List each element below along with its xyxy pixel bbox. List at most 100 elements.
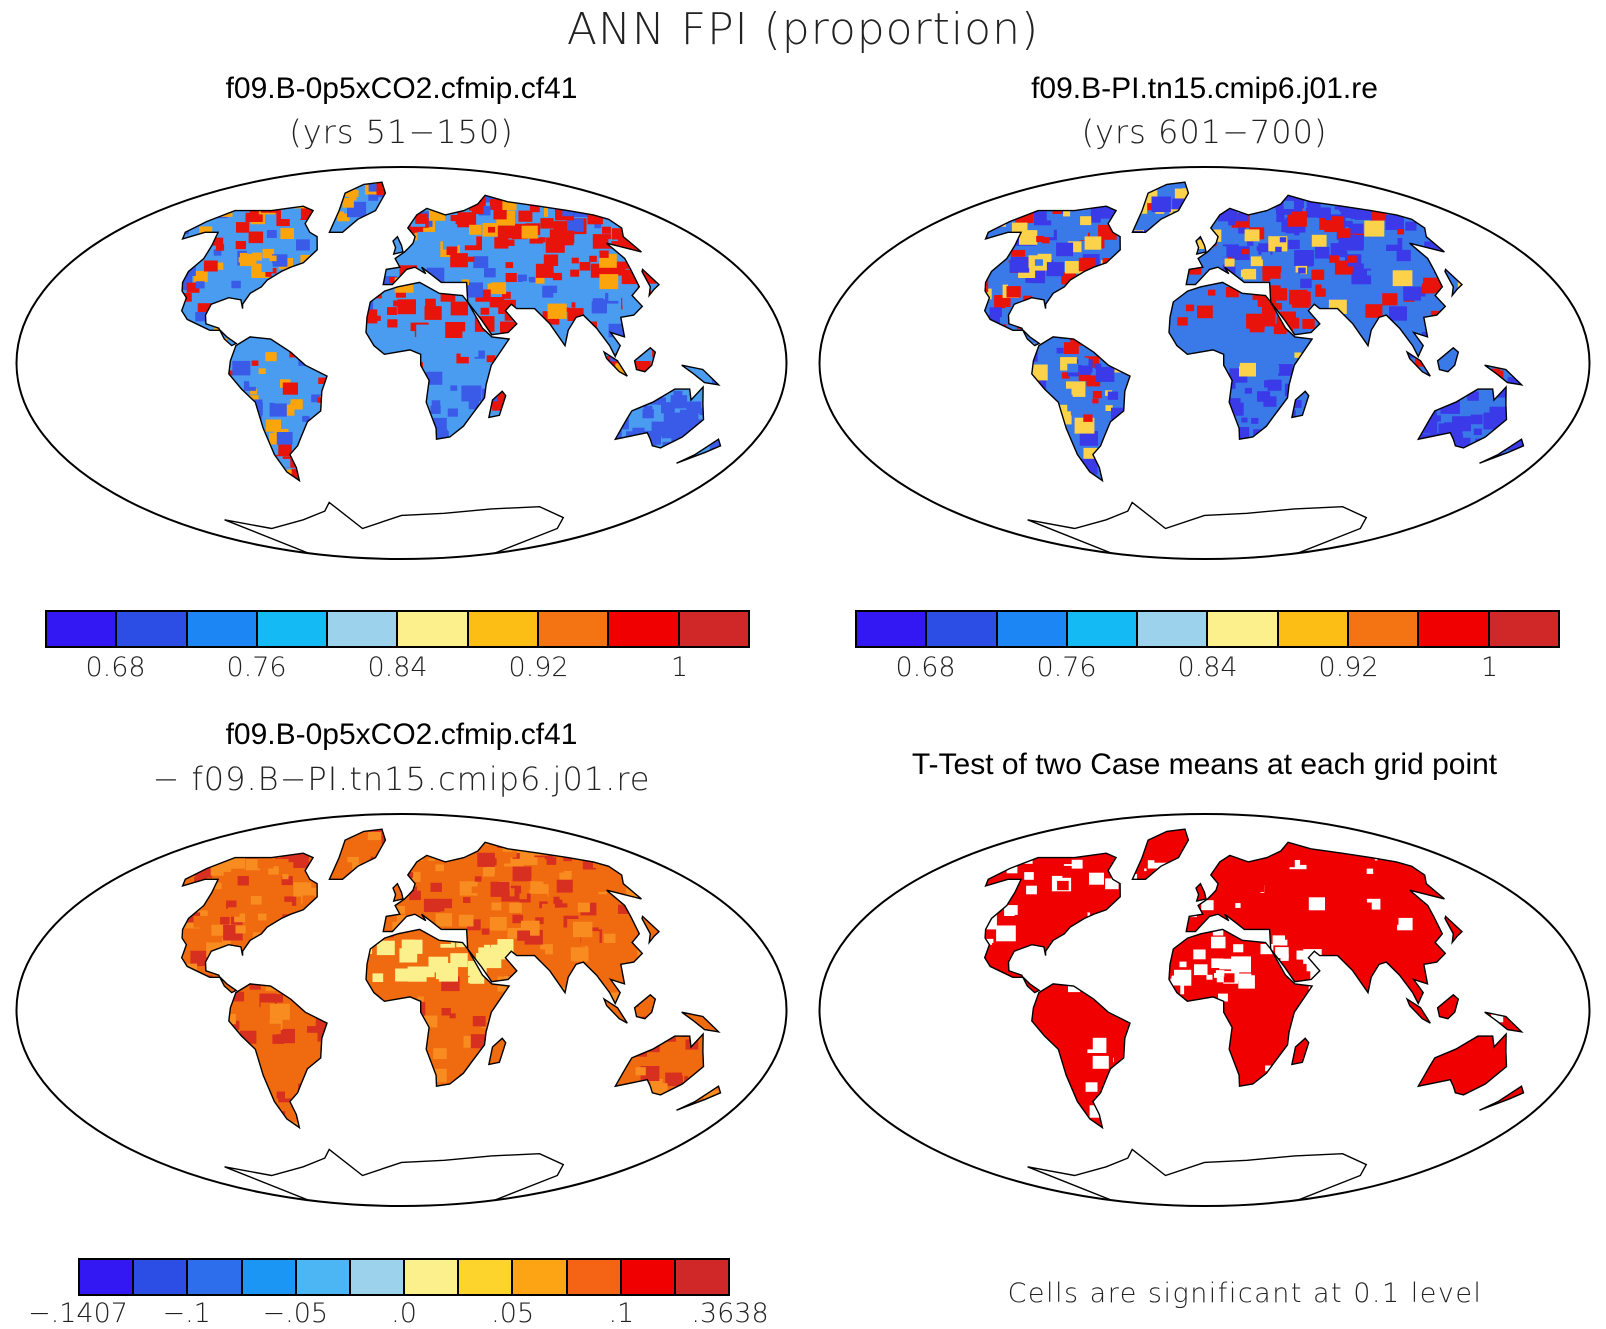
coastline-greenland xyxy=(328,828,387,880)
coastline-antarctica xyxy=(224,1148,565,1206)
colorbar-swatch xyxy=(567,1260,622,1294)
significance-note: Cells are significant at 0.1 level xyxy=(1007,1278,1483,1309)
colorbar-swatch xyxy=(459,1260,514,1294)
coastline-eurasia xyxy=(382,194,644,359)
coastline-africa xyxy=(1168,281,1314,441)
coastline-madagascar xyxy=(488,1037,507,1066)
coastline-australia xyxy=(1416,1032,1508,1096)
map-frame xyxy=(15,813,788,1207)
coastline-madagascar xyxy=(488,390,507,419)
colorbar-tick-label: 1 xyxy=(670,652,689,683)
coastline-newguinea xyxy=(1484,1011,1524,1033)
colorbar-swatch xyxy=(257,612,329,646)
panel-2-title: f09.B-PI.tn15.cmip6.j01.re xyxy=(1031,72,1378,105)
colorbar-tick-label: 0.92 xyxy=(508,652,569,683)
colorbar-swatch xyxy=(328,612,399,646)
coastline-sumatra xyxy=(602,997,628,1024)
coastline-borneo xyxy=(1436,346,1460,373)
colorbar-tick-label: 0.76 xyxy=(1036,652,1097,683)
coastline-japan xyxy=(641,268,661,298)
panel-2-subtitle: (yrs 601−700) xyxy=(1081,113,1328,151)
coastline-japan xyxy=(1444,915,1464,945)
coastline-nz xyxy=(676,438,722,464)
panel-2-map xyxy=(818,166,1591,560)
coastline-nz xyxy=(1479,438,1525,464)
colorbar-swatch xyxy=(1419,612,1490,646)
colorbar-swatch xyxy=(1208,612,1279,646)
colorbar-swatch xyxy=(621,1260,676,1294)
colorbar-tick-label: .1 xyxy=(608,1298,635,1329)
colorbar-tick-label: 0.76 xyxy=(226,652,287,683)
coastline-antarctica xyxy=(1027,1148,1368,1206)
coastlines xyxy=(983,181,1525,559)
colorbar-swatch xyxy=(513,1260,568,1294)
colorbar-tick-label: 1 xyxy=(1480,652,1499,683)
colorbar-tick-label: 0.68 xyxy=(85,652,146,683)
coastline-antarctica xyxy=(1027,501,1368,559)
colorbar-swatch xyxy=(609,612,680,646)
coastline-borneo xyxy=(1436,993,1460,1020)
colorbar-tick-label: −.05 xyxy=(262,1298,329,1329)
coastlines xyxy=(180,828,722,1206)
colorbar-swatch xyxy=(679,612,748,646)
colorbar-tick-label: .05 xyxy=(491,1298,535,1329)
coastline-africa xyxy=(365,281,511,441)
colorbar-tick-label: 0.84 xyxy=(367,652,428,683)
coastline-antarctica xyxy=(224,501,565,559)
coastline-uk xyxy=(392,235,404,256)
ocean-background xyxy=(16,167,787,559)
colorbar-tick-label: −.1 xyxy=(162,1298,211,1329)
colorbar-difference-ticks: −.1407 −.1 −.05 .0 .05 .1 .3638 xyxy=(28,1298,769,1329)
colorbar-swatch xyxy=(80,1260,135,1294)
coastline-africa xyxy=(365,928,511,1088)
coastline-nz xyxy=(1479,1085,1525,1111)
panel-1-title: f09.B-0p5xCO2.cfmip.cf41 xyxy=(225,72,578,105)
coastline-madagascar xyxy=(1291,1037,1310,1066)
coastline-australia xyxy=(613,1032,705,1096)
colorbar-difference xyxy=(78,1258,730,1296)
colorbar-swatch xyxy=(47,612,118,646)
colorbar-swatch xyxy=(350,1260,406,1294)
ocean-background xyxy=(16,814,787,1206)
coastline-eurasia xyxy=(1185,841,1447,1006)
colorbar-swatch xyxy=(242,1260,297,1294)
coastline-greenland xyxy=(1131,828,1190,880)
coastline-nz xyxy=(676,1085,722,1111)
colorbar-ref-case xyxy=(855,610,1560,648)
colorbar-tick-label: .3638 xyxy=(691,1298,769,1329)
panel-4-title: T-Test of two Case means at each grid po… xyxy=(911,748,1498,781)
map-frame xyxy=(818,166,1591,560)
colorbar-tick-label: .0 xyxy=(391,1298,417,1329)
panel-1-subtitle: (yrs 51−150) xyxy=(289,113,514,151)
panel-3-title: f09.B-0p5xCO2.cfmip.cf41 xyxy=(225,718,578,751)
colorbar-swatch xyxy=(1349,612,1420,646)
coastline-eurasia xyxy=(382,841,644,1006)
colorbar-swatch xyxy=(296,1260,351,1294)
panel-3-subtitle: − f09.B−PI.tn15.cmip6.j01.re xyxy=(152,760,651,798)
coastline-namerica xyxy=(180,205,318,347)
panel-1-map xyxy=(15,166,788,560)
colorbar-swatch xyxy=(134,1260,189,1294)
panel-4-map xyxy=(818,813,1591,1207)
coastline-sumatra xyxy=(602,350,628,377)
coastline-sumatra xyxy=(1405,997,1431,1024)
coastline-uk xyxy=(1195,235,1207,256)
coastline-borneo xyxy=(633,993,657,1020)
map-frame xyxy=(15,166,788,560)
colorbar-swatch xyxy=(1489,612,1558,646)
panel-3-map xyxy=(15,813,788,1207)
ocean-background xyxy=(819,814,1590,1206)
colorbar-swatch xyxy=(187,612,258,646)
colorbar-tick-label: −.1407 xyxy=(28,1298,128,1329)
coastline-samerica xyxy=(1031,983,1131,1130)
colorbar-swatch xyxy=(1067,612,1139,646)
coastline-japan xyxy=(1444,268,1464,298)
coastline-uk xyxy=(1195,882,1207,903)
map-frame xyxy=(818,813,1591,1207)
coastline-madagascar xyxy=(1291,390,1310,419)
coastline-eurasia xyxy=(1185,194,1447,359)
coastlines xyxy=(180,181,722,559)
colorbar-swatch xyxy=(997,612,1068,646)
colorbar-ref-case-ticks: 0.68 0.76 0.84 0.92 1 xyxy=(855,652,1560,688)
coastline-samerica xyxy=(228,983,328,1130)
